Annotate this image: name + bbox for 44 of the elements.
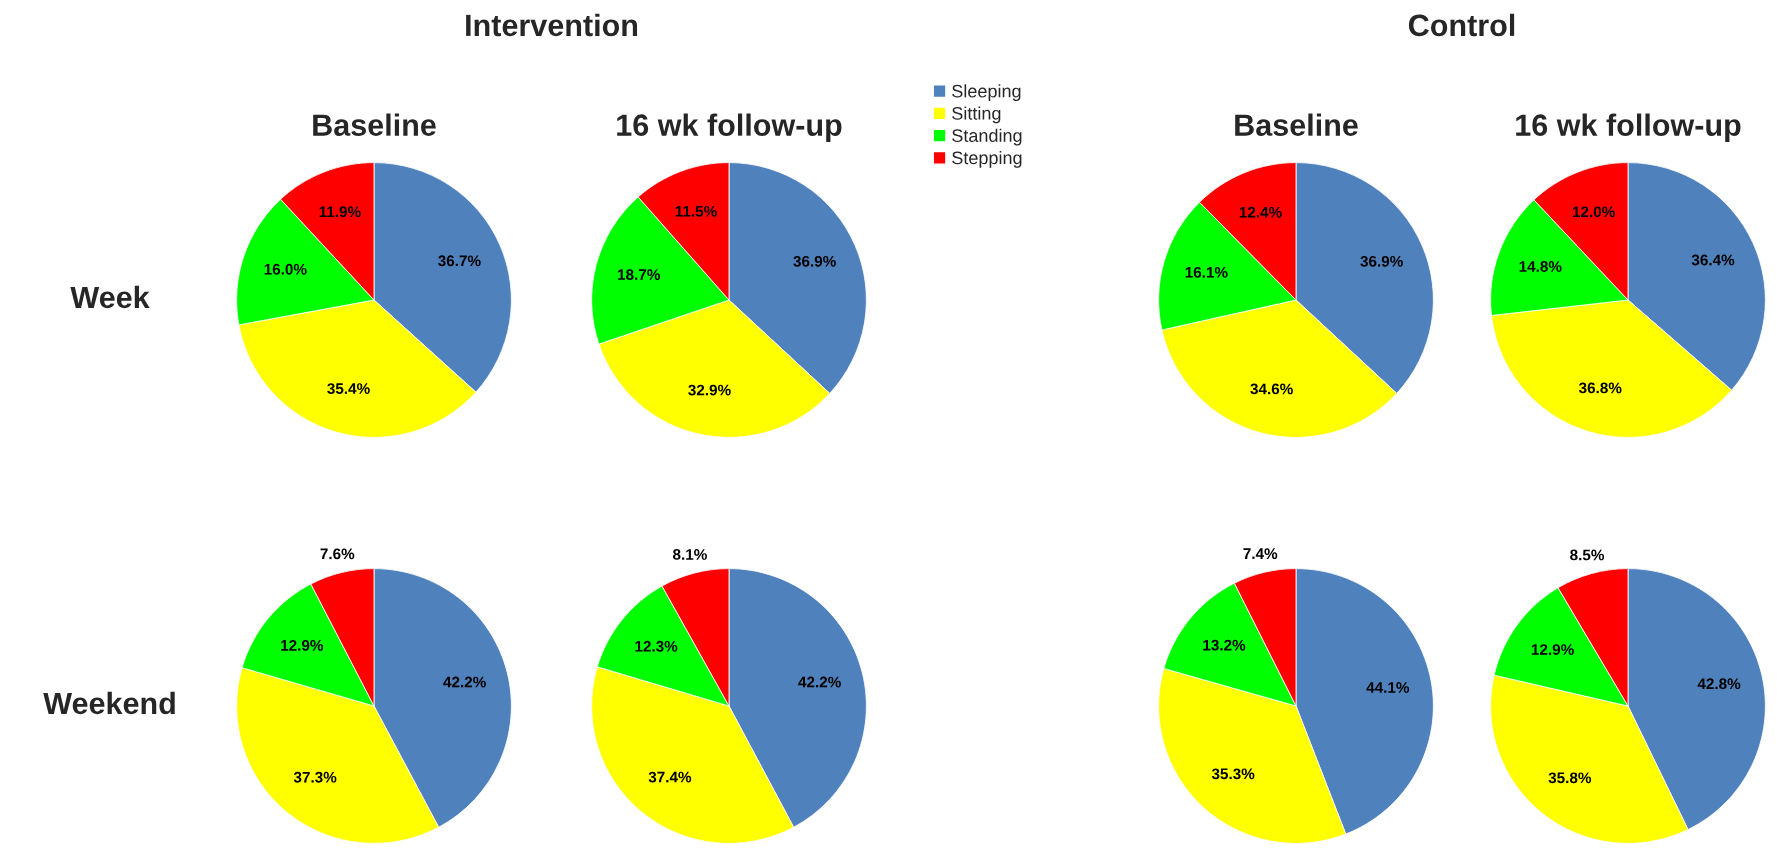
text: Control [1408,13,1515,37]
legend-label: Sitting [952,106,1001,124]
chart-title: 16 wk follow-up [1516,113,1741,142]
data-label: 36.9% [1360,255,1403,267]
data-label: 16.0% [264,263,307,275]
data-label: 14.8% [1519,261,1562,272]
data-label: 37.4% [648,771,692,783]
text: Baseline [313,113,436,136]
chart-title: Baseline [1235,113,1358,136]
data-label: 11.9% [319,206,361,218]
data-label: 11.5% [675,205,717,217]
data-label: 42.2% [443,676,486,688]
data-label: 8.5% [1570,549,1605,561]
chart-title: 16 wk follow-up [617,113,842,142]
data-label: 18.7% [618,269,660,281]
data-label: 44.1% [1366,682,1410,693]
data-label: 37.3% [293,771,337,783]
data-label: 36.7% [438,255,481,267]
data-label: 13.2% [1203,639,1246,651]
data-label: 32.9% [688,384,731,396]
data-label: 12.3% [635,640,678,652]
data-label: 34.6% [1250,383,1293,395]
text: Intervention [466,13,638,37]
data-label: 12.9% [281,639,324,651]
data-label: 12.0% [1572,206,1615,218]
data-label: 42.2% [798,676,841,688]
text: Weekend [43,691,175,715]
data-label: 16.1% [1185,266,1228,278]
legend-label: Standing [952,128,1022,146]
data-label: 36.9% [793,255,836,267]
text: Week [70,285,150,309]
data-label: 42.8% [1697,678,1741,690]
data-label: 12.4% [1239,206,1282,218]
legend-label: Sleeping [952,84,1021,102]
data-label: 7.4% [1243,548,1278,559]
data-label: 35.8% [1548,772,1592,784]
legend-label: Stepping [952,150,1022,168]
data-label: 35.4% [327,383,370,394]
data-label: 8.1% [672,549,707,560]
data-label: 36.8% [1578,382,1622,394]
data-label: 36.4% [1691,254,1735,266]
data-label: 12.9% [1531,644,1574,655]
data-label: 7.6% [320,548,355,560]
data-label: 35.3% [1211,768,1255,780]
